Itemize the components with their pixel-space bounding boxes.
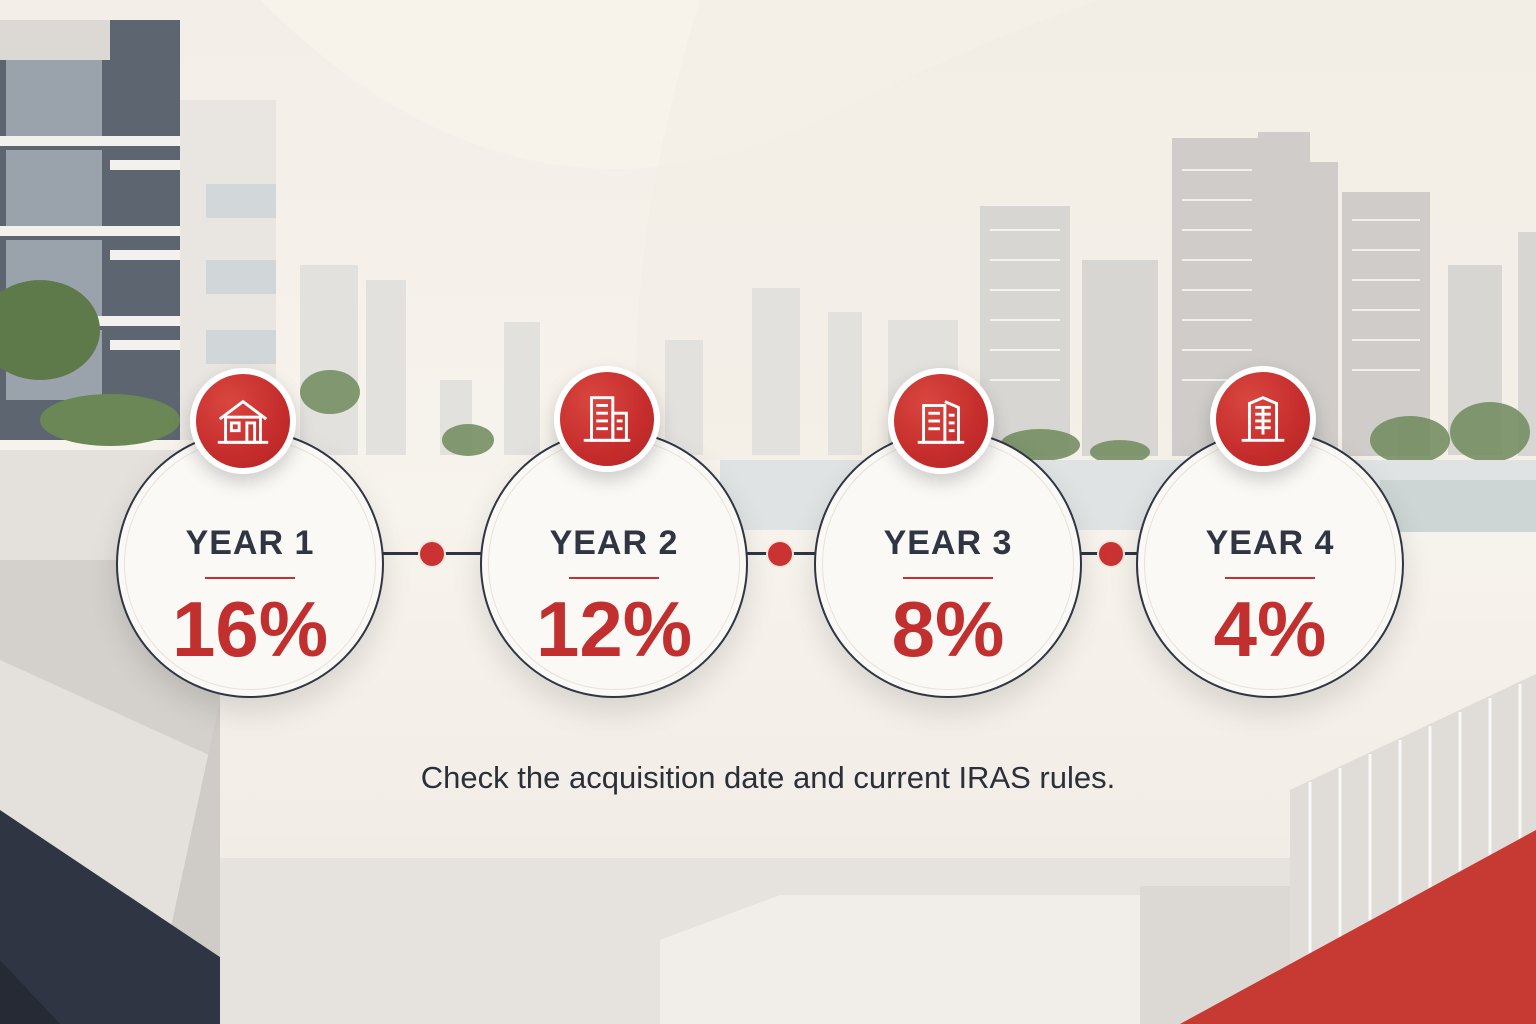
footnote-text: Check the acquisition date and current I…	[420, 760, 1116, 795]
year-label: YEAR 1	[185, 524, 315, 562]
red-divider	[569, 577, 659, 579]
highrise-building-icon	[1210, 366, 1316, 472]
timeline-dot	[766, 540, 794, 568]
timeline-dot	[418, 540, 446, 568]
year-label: YEAR 2	[549, 524, 679, 562]
year-label: YEAR 3	[883, 524, 1013, 562]
rate-value: 12%	[535, 585, 693, 673]
rate-value: 16%	[171, 585, 329, 673]
timeline-dot	[1097, 540, 1125, 568]
rate-value: 4%	[1213, 585, 1327, 673]
year-label: YEAR 4	[1205, 524, 1335, 562]
year-1-card: YEAR 1 16%	[116, 430, 384, 698]
red-divider	[903, 577, 993, 579]
year-2-card: YEAR 2 12%	[480, 430, 748, 698]
red-divider	[1225, 577, 1315, 579]
house-icon	[190, 368, 296, 474]
apartment-building-icon	[554, 366, 660, 472]
rate-value: 8%	[891, 585, 1005, 673]
red-divider	[205, 577, 295, 579]
year-3-card: YEAR 3 8%	[814, 430, 1082, 698]
office-building-icon	[888, 368, 994, 474]
year-4-card: YEAR 4 4%	[1136, 430, 1404, 698]
